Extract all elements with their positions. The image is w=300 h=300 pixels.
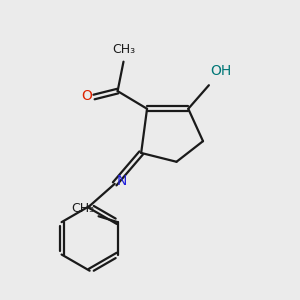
Text: O: O <box>81 89 92 103</box>
Text: N: N <box>116 174 127 188</box>
Text: CH₃: CH₃ <box>112 44 135 56</box>
Text: OH: OH <box>210 64 232 78</box>
Text: CH₃: CH₃ <box>71 202 94 215</box>
